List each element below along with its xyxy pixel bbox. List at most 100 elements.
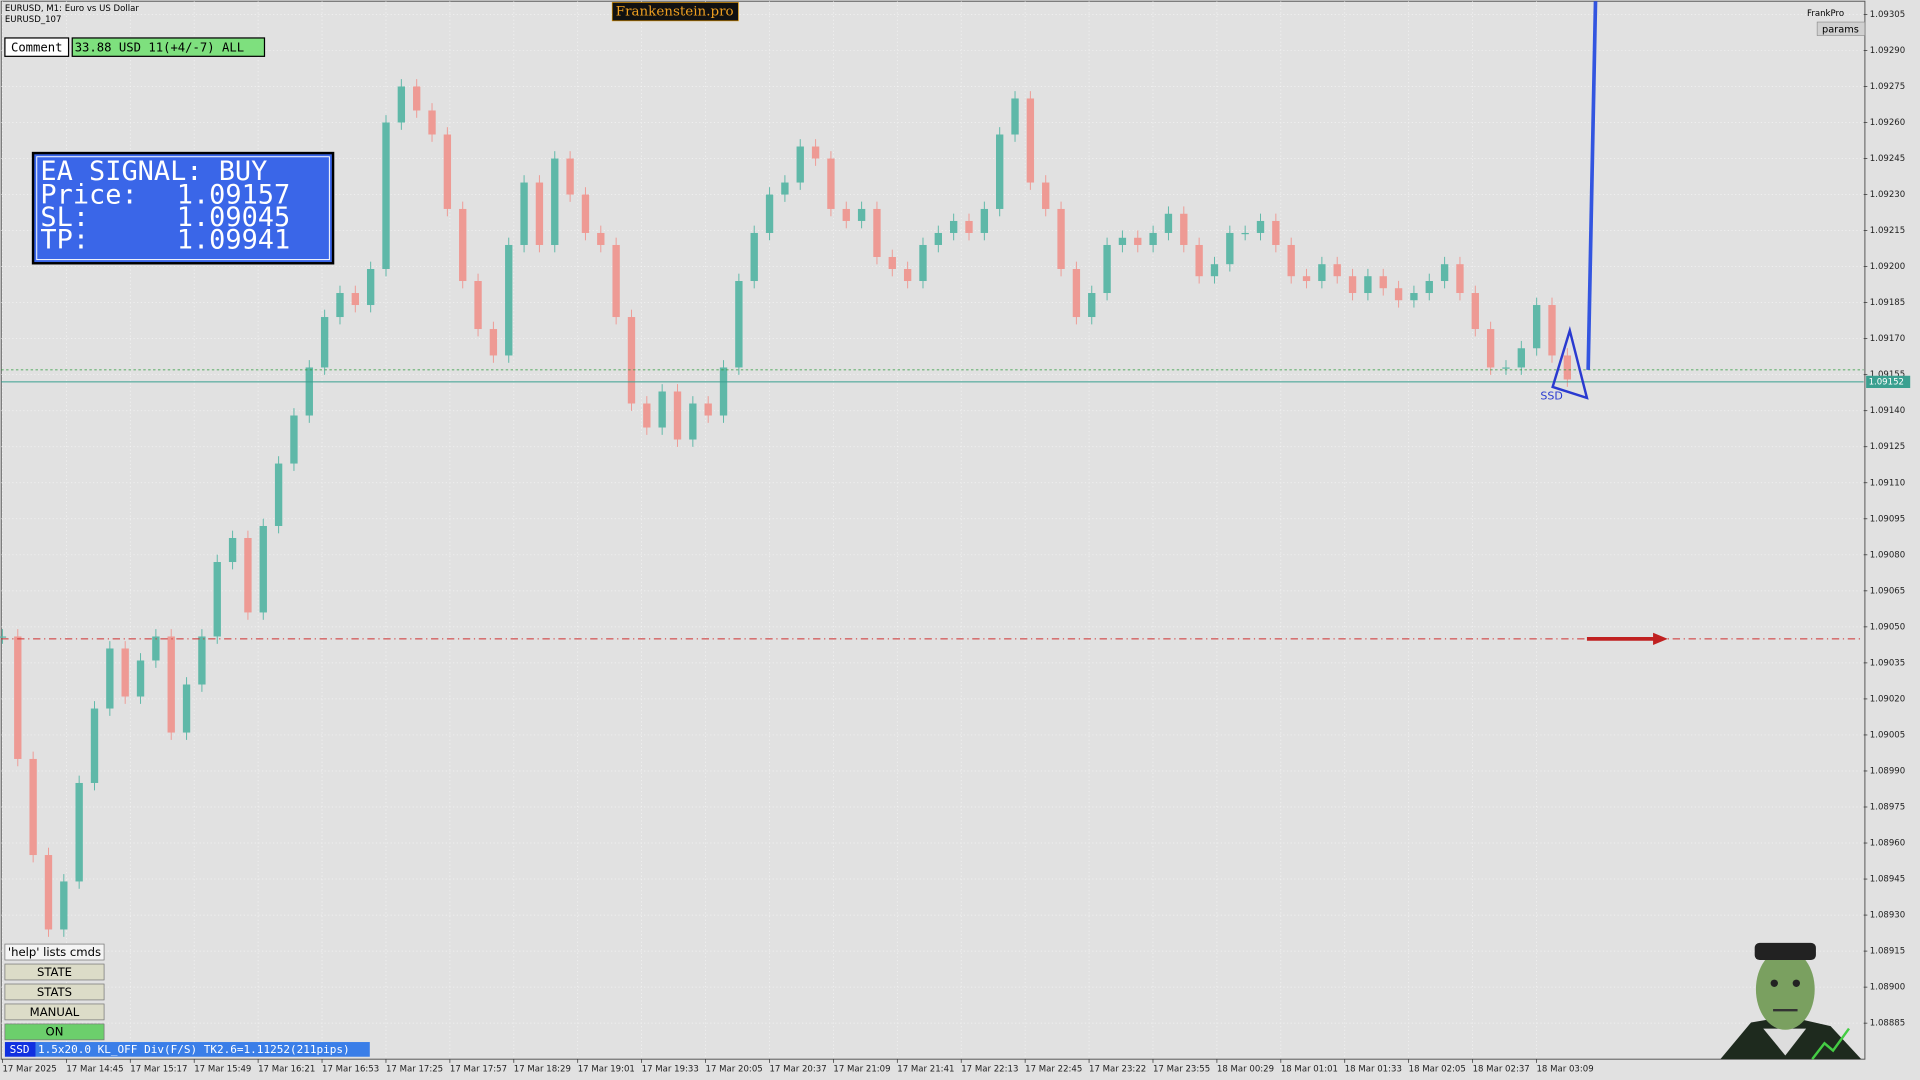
candle [1318, 264, 1326, 282]
candle [90, 708, 99, 783]
candle [1563, 355, 1572, 380]
candle [213, 562, 221, 637]
params-button[interactable] [1816, 21, 1866, 36]
signal-label: Price: [40, 179, 137, 210]
comment-label[interactable]: Comment [11, 40, 63, 54]
candle [505, 244, 513, 356]
comment-box [71, 37, 266, 57]
candle [182, 684, 191, 733]
y-tick-label: 1.08975 [1870, 802, 1905, 812]
candle [873, 208, 881, 257]
comment-button[interactable] [4, 37, 70, 57]
candle [1042, 182, 1050, 209]
y-tick-label: 1.09050 [1870, 622, 1905, 632]
panel-button[interactable] [4, 963, 105, 981]
candle [827, 158, 835, 209]
y-tick-label: 1.09155 [1870, 370, 1905, 380]
candle [336, 293, 344, 318]
comment-text: 33.88 USD 11(+4/-7) ALL [75, 40, 244, 54]
candle [704, 403, 712, 416]
frankpro-label: FrankPro [1807, 9, 1844, 19]
candle [44, 855, 53, 930]
candle [1026, 98, 1035, 183]
plot-frame [0, 0, 1866, 1060]
candle [167, 636, 175, 733]
candle [765, 194, 774, 233]
candle [459, 208, 467, 282]
panel-button[interactable] [4, 943, 105, 961]
y-tick-label: 1.08960 [1870, 839, 1905, 849]
candle [1548, 305, 1556, 356]
candle [1287, 244, 1295, 277]
y-tick-label: 1.09200 [1870, 262, 1905, 272]
panel-button-label[interactable]: 'help' lists cmds [8, 945, 101, 959]
candle [949, 220, 958, 233]
candle [1379, 276, 1387, 289]
panel-button[interactable] [4, 1023, 105, 1041]
x-tick-label: 17 Mar 21:41 [897, 1064, 954, 1074]
x-tick-label: 17 Mar 17:57 [450, 1064, 507, 1074]
candle [1057, 208, 1065, 269]
candle [474, 281, 482, 330]
brand-box [611, 2, 739, 22]
ssd-label: SSD [1540, 390, 1562, 403]
candle [152, 636, 160, 661]
y-tick-label: 1.09230 [1870, 190, 1905, 200]
candle [1134, 237, 1142, 245]
signal-box [31, 151, 335, 265]
candle [689, 403, 697, 440]
y-tick-label: 1.09035 [1870, 658, 1905, 668]
x-tick-label: 17 Mar 20:05 [706, 1064, 763, 1074]
candle [1348, 276, 1357, 294]
x-tick-label: 18 Mar 02:05 [1409, 1064, 1466, 1074]
candle [198, 636, 206, 685]
panel-button-label[interactable]: STATS [37, 985, 72, 999]
candle [305, 367, 313, 416]
candle [29, 758, 37, 856]
signal-value: 1.09157 [177, 179, 290, 210]
candle [842, 208, 850, 221]
x-tick-label: 18 Mar 01:01 [1281, 1064, 1338, 1074]
y-tick-label: 1.09260 [1870, 118, 1905, 128]
candle [535, 182, 544, 245]
x-tick-label: 17 Mar 23:55 [1153, 1064, 1210, 1074]
signal-value: 1.09941 [177, 225, 290, 256]
ssd-pattern [1551, 326, 1589, 400]
candle [888, 256, 896, 269]
candle [60, 881, 68, 930]
status-box [35, 1042, 370, 1057]
signal-value: 1.09045 [177, 202, 290, 233]
candle [1011, 98, 1019, 135]
y-tick-label: 1.09215 [1870, 226, 1905, 236]
candle [1394, 288, 1403, 301]
x-tick-label: 17 Mar 22:45 [1025, 1064, 1082, 1074]
panel-button[interactable] [4, 1003, 105, 1021]
y-tick-label: 1.09065 [1870, 586, 1905, 596]
candle [658, 391, 666, 428]
candle [980, 208, 989, 233]
signal-inner [36, 156, 330, 261]
candle [1302, 276, 1311, 282]
bid-tag-label: 1.09152 [1869, 377, 1904, 387]
x-tick-label: 17 Mar 16:21 [258, 1064, 315, 1074]
y-tick-label: 1.09245 [1870, 154, 1905, 164]
panel-button-label[interactable]: STATE [37, 965, 72, 979]
candle [290, 415, 298, 464]
panel-button[interactable] [4, 983, 105, 1001]
candle [796, 146, 804, 183]
y-tick-label: 1.09020 [1870, 694, 1905, 704]
params-label[interactable]: params [1822, 24, 1859, 35]
panel-button-label[interactable]: ON [46, 1025, 64, 1039]
mascot [1720, 942, 1862, 1060]
y-tick-label: 1.09080 [1870, 550, 1905, 560]
candle [627, 317, 636, 404]
candle [643, 403, 651, 428]
x-tick-label: 17 Mar 15:49 [194, 1064, 251, 1074]
candle [965, 220, 973, 233]
panel-button-label[interactable]: MANUAL [30, 1005, 80, 1019]
y-tick-label: 1.09170 [1870, 334, 1905, 344]
tp-signal-line [1586, 1, 1598, 370]
candle [919, 244, 927, 282]
candle [75, 782, 83, 882]
candle [612, 244, 620, 318]
